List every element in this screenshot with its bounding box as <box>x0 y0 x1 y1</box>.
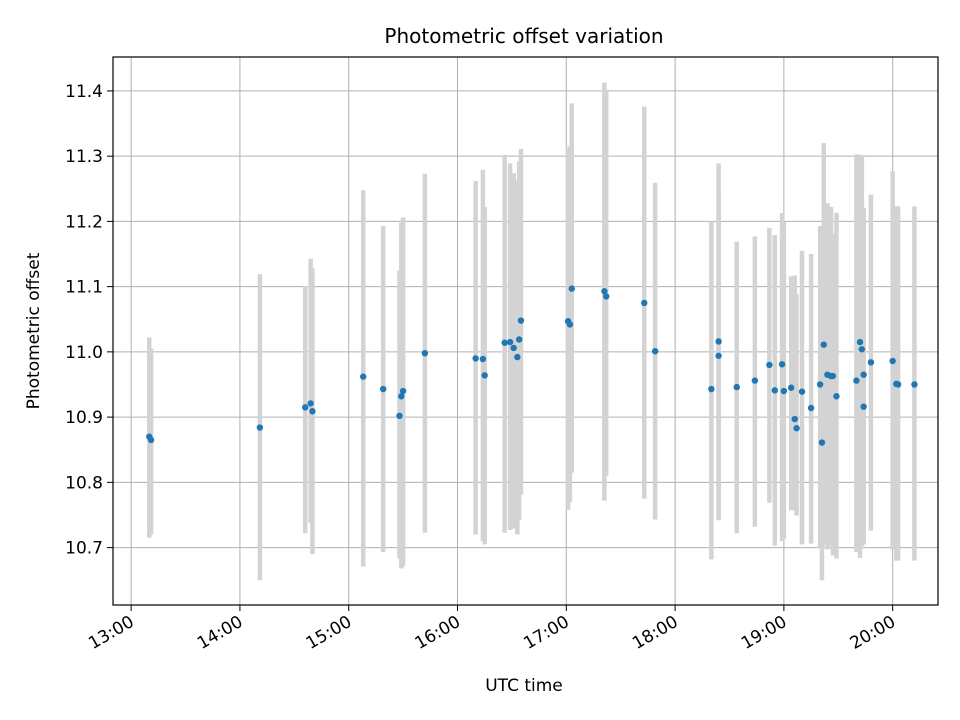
data-point <box>256 424 264 431</box>
data-point <box>398 393 405 400</box>
data-point <box>147 436 155 444</box>
data-point <box>829 372 837 380</box>
data-point <box>506 338 514 346</box>
data-point <box>396 412 403 420</box>
data-point <box>481 372 488 379</box>
x-tick-label: 13:00 <box>85 612 137 654</box>
data-point <box>360 373 367 380</box>
data-point <box>816 381 824 388</box>
chart-title: Photometric offset variation <box>384 24 663 48</box>
data-point <box>479 355 487 363</box>
data-point <box>566 321 574 328</box>
data-point <box>501 339 508 346</box>
data-point <box>911 381 918 388</box>
y-tick-label: 10.8 <box>65 473 103 493</box>
x-tick-label: 15:00 <box>303 612 355 654</box>
data-point <box>510 344 517 352</box>
data-point <box>860 403 867 410</box>
y-tick-label: 11.0 <box>65 343 103 363</box>
x-tick-label: 18:00 <box>629 612 681 654</box>
data-point <box>568 285 575 292</box>
data-point <box>787 384 795 391</box>
grid-lines <box>113 57 938 605</box>
data-point <box>771 387 779 394</box>
data-point <box>641 299 648 307</box>
data-point <box>379 385 387 393</box>
data-point <box>793 425 800 432</box>
y-tick-label: 11.3 <box>65 147 103 167</box>
y-axis-title: Photometric offset <box>24 252 44 409</box>
data-point <box>807 404 815 412</box>
data-point <box>791 415 798 423</box>
x-tick-label: 14:00 <box>194 612 246 654</box>
data-point <box>472 355 479 362</box>
data-point <box>858 346 866 353</box>
data-point <box>751 377 759 384</box>
data-point <box>715 338 722 345</box>
data-point <box>309 408 316 415</box>
data-point <box>399 387 407 395</box>
plot-frame <box>112 56 939 606</box>
data-point <box>818 439 826 446</box>
x-tick-label: 19:00 <box>738 612 790 654</box>
data-point <box>860 371 867 378</box>
data-point <box>301 404 309 411</box>
data-point <box>708 385 715 393</box>
x-tick-label: 17:00 <box>520 612 572 654</box>
y-tick-label: 11.2 <box>65 212 103 232</box>
data-point <box>421 349 429 357</box>
data-point <box>307 400 314 407</box>
data-point <box>780 387 788 395</box>
data-point <box>651 348 659 355</box>
x-axis-title: UTC time <box>485 676 563 696</box>
data-point <box>766 361 773 369</box>
data-point <box>856 338 864 346</box>
y-tick-label: 11.4 <box>65 82 103 102</box>
data-point <box>602 293 610 300</box>
data-point <box>733 383 740 391</box>
data-point <box>820 341 827 348</box>
y-tick-label: 10.7 <box>65 539 103 559</box>
data-point <box>515 336 523 343</box>
data-point <box>514 353 521 361</box>
data-point <box>889 357 896 365</box>
data-point <box>778 361 786 368</box>
data-point <box>894 381 902 388</box>
data-point <box>715 352 722 359</box>
x-tick-label: 20:00 <box>847 612 899 654</box>
y-tick-label: 10.9 <box>65 408 103 428</box>
y-tick-label: 11.1 <box>65 278 103 298</box>
data-point <box>798 388 806 395</box>
data-point <box>867 359 875 366</box>
data-point <box>601 288 608 295</box>
x-tick-label: 16:00 <box>412 612 464 654</box>
data-point <box>833 393 840 400</box>
data-point <box>853 377 860 384</box>
error-bars <box>147 82 917 581</box>
data-points <box>146 285 918 446</box>
data-point <box>517 317 525 324</box>
